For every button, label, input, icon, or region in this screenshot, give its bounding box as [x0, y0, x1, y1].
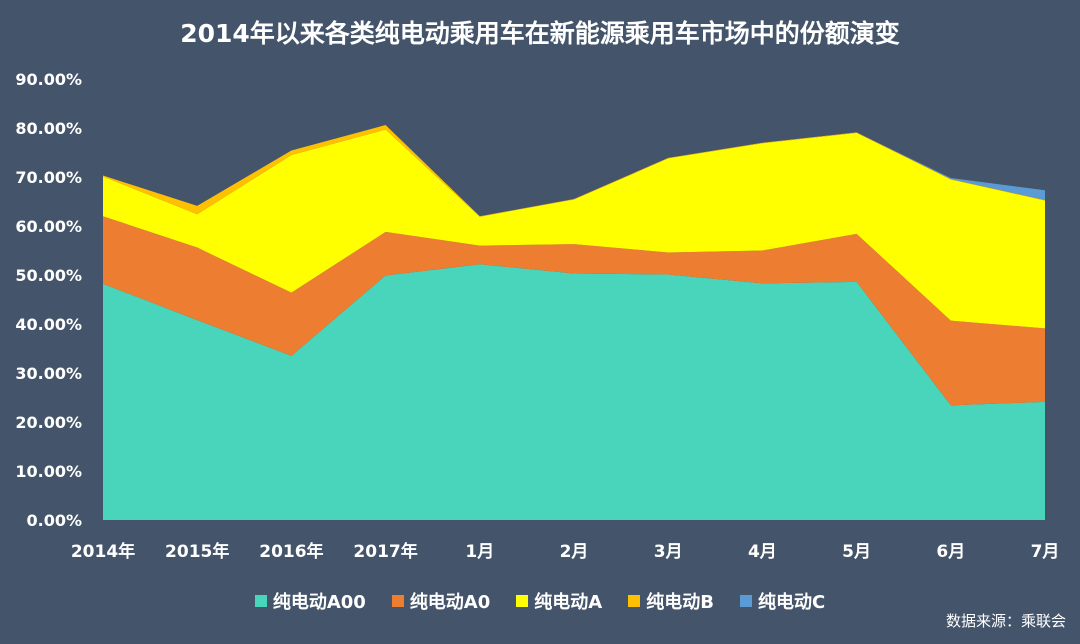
- y-tick-label: 20.00%: [15, 413, 82, 432]
- area-series-3: [103, 125, 1045, 217]
- legend-item: 纯电动B: [628, 588, 714, 614]
- legend-item: 纯电动C: [739, 588, 826, 614]
- area-series-1: [103, 216, 1045, 406]
- source-note: 数据来源：乘联会: [945, 612, 1066, 630]
- x-tick-label: 5月: [842, 542, 871, 562]
- area-series-0: [103, 264, 1045, 520]
- legend: 纯电动A00 纯电动A0 纯电动A 纯电动B 纯电动C: [0, 588, 1080, 614]
- x-tick-label: 2016年: [259, 541, 323, 562]
- legend-label: 纯电动A: [534, 592, 603, 613]
- x-tick-label: 1月: [465, 542, 494, 562]
- legend-label: 纯电动A00: [272, 592, 366, 613]
- x-tick-label: 2014年: [71, 541, 135, 562]
- x-tick-label: 2015年: [165, 541, 229, 562]
- legend-label: 纯电动A0: [409, 592, 491, 613]
- y-tick-label: 90.00%: [15, 70, 82, 89]
- x-tick-label: 4月: [748, 542, 777, 562]
- y-tick-label: 30.00%: [15, 364, 82, 383]
- legend-swatch: [628, 595, 641, 607]
- legend-label: 纯电动C: [757, 592, 826, 613]
- legend-swatch: [391, 595, 404, 607]
- legend-swatch: [516, 595, 529, 607]
- legend-item: 纯电动A0: [391, 588, 491, 614]
- x-tick-label: 2月: [560, 542, 589, 562]
- legend-label: 纯电动B: [646, 592, 714, 613]
- y-tick-label: 50.00%: [15, 266, 82, 285]
- y-tick-label: 10.00%: [15, 462, 82, 481]
- x-tick-label: 2017年: [353, 541, 417, 562]
- legend-swatch: [254, 595, 267, 607]
- y-tick-label: 80.00%: [15, 119, 82, 138]
- y-tick-label: 70.00%: [15, 168, 82, 187]
- y-tick-label: 60.00%: [15, 217, 82, 236]
- y-tick-label: 40.00%: [15, 315, 82, 334]
- legend-item: 纯电动A00: [254, 588, 366, 614]
- legend-item: 纯电动A: [516, 588, 602, 614]
- area-series-2: [103, 129, 1045, 329]
- legend-swatch: [739, 595, 752, 607]
- chart-title: 2014年以来各类纯电动乘用车在新能源乘用车市场中的份额演变: [180, 19, 900, 48]
- x-tick-label: 7月: [1031, 542, 1060, 562]
- x-tick-label: 3月: [654, 542, 683, 562]
- x-tick-label: 6月: [936, 542, 965, 562]
- y-tick-label: 0.00%: [26, 511, 82, 530]
